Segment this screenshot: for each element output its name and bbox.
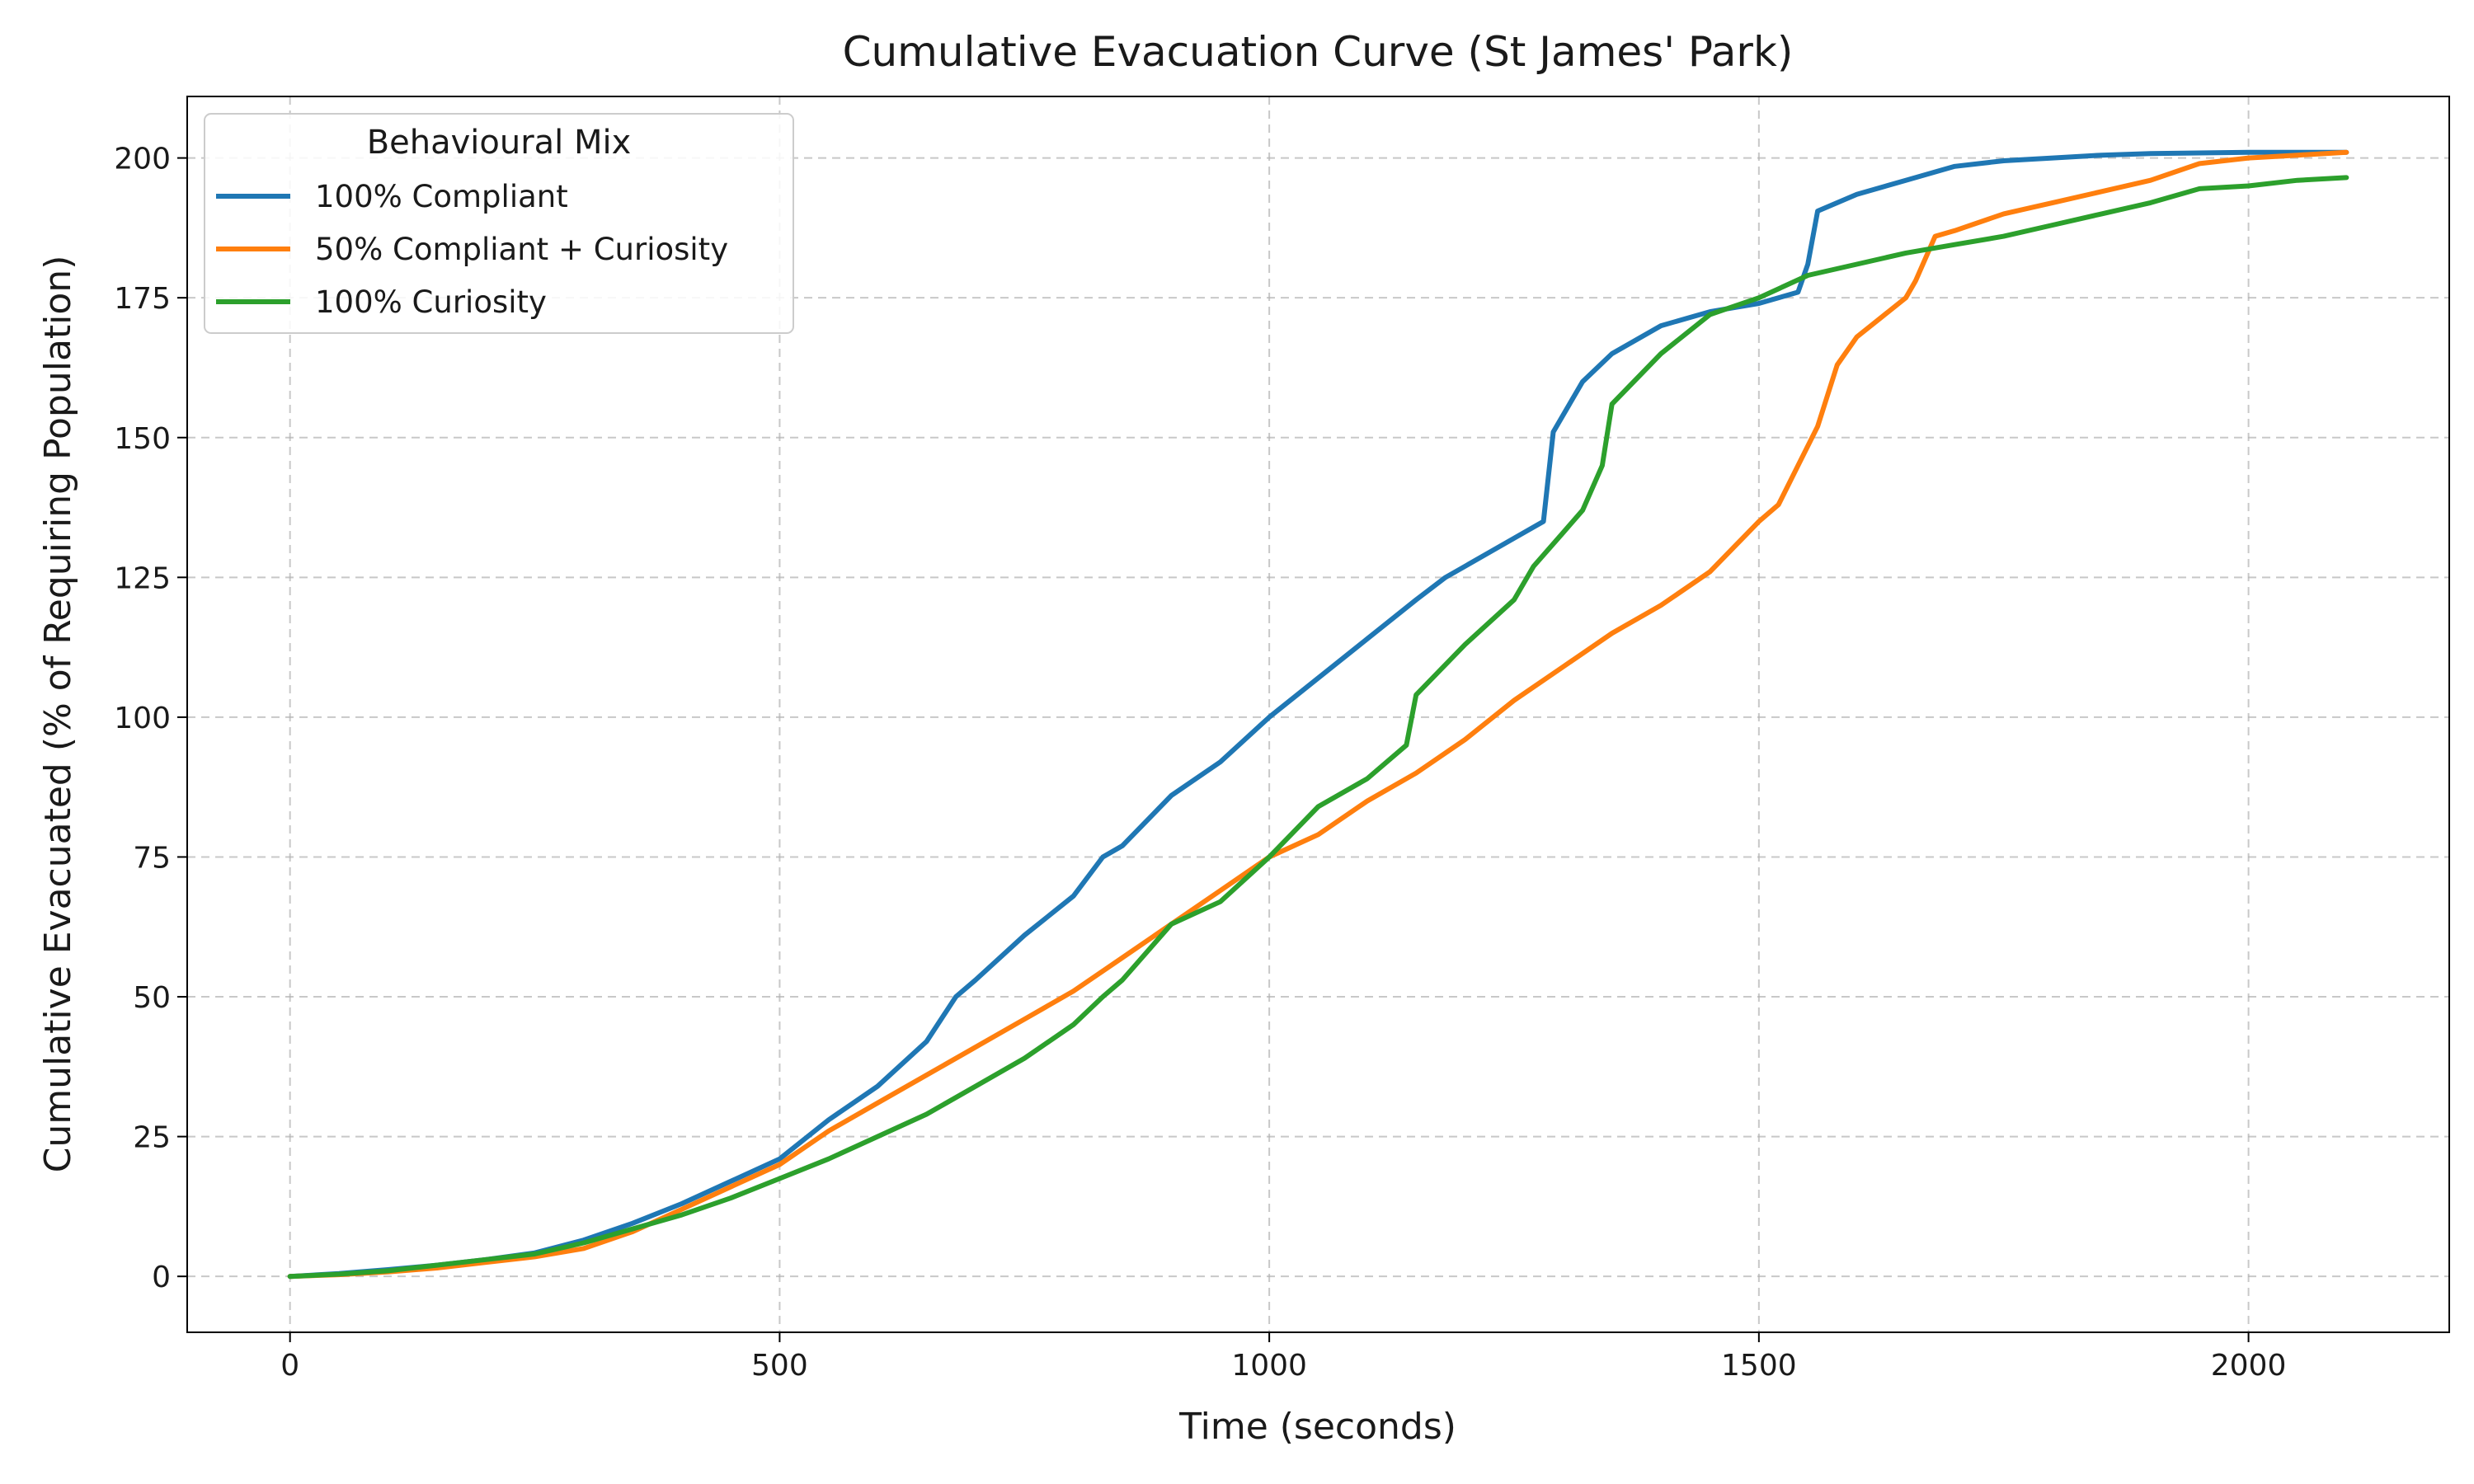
chart-title: Cumulative Evacuation Curve (St James' P… xyxy=(843,28,1794,76)
legend-label: 50% Compliant + Curiosity xyxy=(315,232,728,267)
series-line-1 xyxy=(287,149,2349,1280)
legend-title: Behavioural Mix xyxy=(367,124,632,162)
legend-entries: 100% Compliant 50% Compliant + Curiosity 1… xyxy=(216,179,728,320)
x-tick-label: 1500 xyxy=(1721,1349,1797,1383)
plot-area-frame xyxy=(186,96,2450,1333)
y-tick-label: 200 xyxy=(114,143,171,176)
x-tick-label: 500 xyxy=(751,1349,808,1383)
legend-label: 100% Curiosity xyxy=(315,284,547,320)
x-tick-label: 2000 xyxy=(2211,1349,2287,1383)
y-tick-label: 150 xyxy=(114,422,171,456)
series-line-2 xyxy=(287,149,2349,1280)
y-tick-label: 100 xyxy=(114,702,171,735)
legend-label: 100% Compliant xyxy=(315,179,568,214)
y-tick-label: 50 xyxy=(133,981,171,1015)
x-axis-label: Time (seconds) xyxy=(1178,1406,1456,1448)
x-axis-ticks: 0 500 1000 1500 2000 xyxy=(280,1332,2286,1383)
y-axis-label: Cumulative Evacuated (% of Requiring Pop… xyxy=(37,256,79,1173)
legend: Behavioural Mix 100% Compliant 50% Compli… xyxy=(204,113,794,334)
x-tick-label: 0 xyxy=(280,1349,299,1383)
series-line-3 xyxy=(287,175,2349,1280)
y-axis-ticks: 0 25 50 75 100 125 150 175 200 xyxy=(114,143,187,1294)
data-series xyxy=(287,149,2349,1280)
y-tick-label: 125 xyxy=(114,561,171,595)
x-tick-label: 1000 xyxy=(1231,1349,1307,1383)
y-tick-label: 175 xyxy=(114,282,171,316)
y-tick-label: 0 xyxy=(152,1261,171,1294)
legend-box xyxy=(204,113,794,334)
y-tick-label: 25 xyxy=(133,1121,171,1155)
y-tick-label: 75 xyxy=(133,841,171,875)
